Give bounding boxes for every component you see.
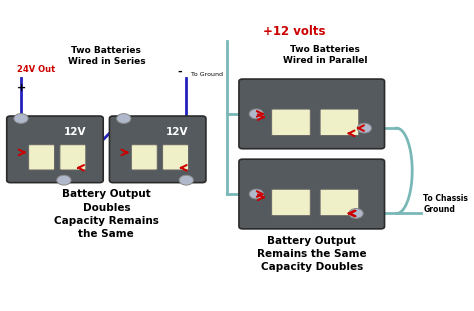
FancyBboxPatch shape [320, 189, 359, 216]
Text: To Chassis
Ground: To Chassis Ground [423, 194, 468, 214]
Circle shape [249, 109, 264, 119]
Circle shape [117, 114, 131, 123]
Text: -: - [177, 67, 182, 77]
Circle shape [357, 123, 372, 133]
FancyBboxPatch shape [239, 79, 384, 149]
Text: Battery Output
Remains the Same
Capacity Doubles: Battery Output Remains the Same Capacity… [257, 236, 366, 272]
Text: To Ground: To Ground [191, 72, 223, 77]
FancyBboxPatch shape [7, 116, 103, 183]
Text: 12V: 12V [64, 127, 86, 137]
Text: Battery Output
Doubles
Capacity Remains
the Same: Battery Output Doubles Capacity Remains … [54, 189, 159, 239]
Text: +12 volts: +12 volts [263, 26, 325, 38]
Text: 24V Out: 24V Out [17, 65, 55, 74]
Text: Two Batteries
Wired in Series: Two Batteries Wired in Series [67, 46, 145, 66]
Circle shape [349, 208, 363, 218]
FancyBboxPatch shape [272, 109, 310, 136]
Text: Two Batteries
Wired in Parallel: Two Batteries Wired in Parallel [283, 44, 367, 65]
FancyBboxPatch shape [320, 109, 359, 136]
FancyBboxPatch shape [272, 189, 310, 216]
FancyBboxPatch shape [109, 116, 206, 183]
Text: +: + [17, 83, 26, 93]
Text: 12V: 12V [166, 127, 189, 137]
FancyBboxPatch shape [163, 145, 189, 170]
FancyBboxPatch shape [131, 145, 157, 170]
FancyBboxPatch shape [60, 145, 86, 170]
FancyBboxPatch shape [239, 159, 384, 229]
Circle shape [57, 175, 71, 185]
Circle shape [14, 114, 28, 123]
Circle shape [179, 175, 193, 185]
Circle shape [249, 189, 264, 199]
FancyBboxPatch shape [28, 145, 55, 170]
